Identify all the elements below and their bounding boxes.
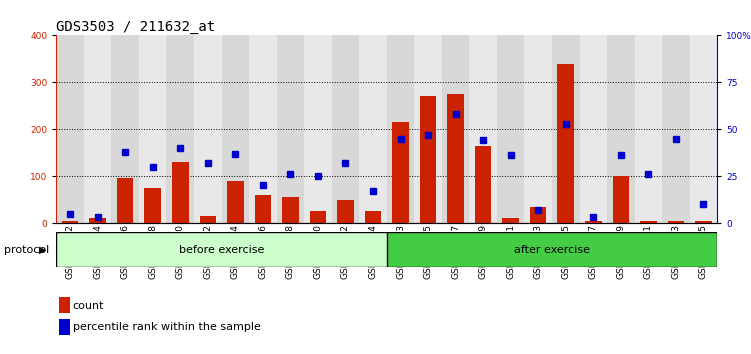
Bar [255, 195, 271, 223]
Bar [689, 35, 717, 223]
Text: before exercise: before exercise [179, 245, 264, 255]
Bar [249, 35, 276, 223]
Text: ▶: ▶ [39, 245, 47, 255]
Text: count: count [73, 301, 104, 310]
Bar [200, 216, 216, 223]
Bar [172, 162, 189, 223]
Bar [304, 35, 332, 223]
Text: GDS3503 / 211632_at: GDS3503 / 211632_at [56, 21, 216, 34]
Bar [585, 221, 602, 223]
Bar [332, 35, 359, 223]
Bar [89, 218, 106, 223]
Bar [111, 35, 139, 223]
Bar [167, 35, 194, 223]
Bar [502, 218, 519, 223]
Bar [442, 35, 469, 223]
Text: after exercise: after exercise [514, 245, 590, 255]
Bar [448, 94, 464, 223]
Bar [557, 64, 574, 223]
Bar [222, 35, 249, 223]
Bar [365, 211, 382, 223]
Bar [227, 181, 243, 223]
Bar [613, 176, 629, 223]
Bar [640, 221, 656, 223]
Bar [337, 200, 354, 223]
Bar [56, 35, 84, 223]
Bar [56, 232, 387, 267]
Bar [387, 232, 717, 267]
Bar [530, 207, 547, 223]
Bar [392, 122, 409, 223]
Text: percentile rank within the sample: percentile rank within the sample [73, 322, 261, 332]
Bar [309, 211, 326, 223]
Bar [524, 35, 552, 223]
Bar [668, 221, 684, 223]
Bar [420, 96, 436, 223]
Bar [62, 221, 78, 223]
Bar [469, 35, 497, 223]
Bar [359, 35, 387, 223]
Bar [415, 35, 442, 223]
Bar [144, 188, 161, 223]
Bar [662, 35, 689, 223]
Bar [607, 35, 635, 223]
Bar [552, 35, 580, 223]
Bar [194, 35, 222, 223]
Bar [84, 35, 111, 223]
Bar [475, 145, 491, 223]
Bar [387, 35, 415, 223]
Bar [580, 35, 607, 223]
Bar [139, 35, 167, 223]
Text: protocol: protocol [4, 245, 49, 255]
Bar [282, 197, 299, 223]
Bar [497, 35, 524, 223]
Bar [635, 35, 662, 223]
Bar [276, 35, 304, 223]
Bar [117, 178, 134, 223]
Bar [695, 221, 712, 223]
